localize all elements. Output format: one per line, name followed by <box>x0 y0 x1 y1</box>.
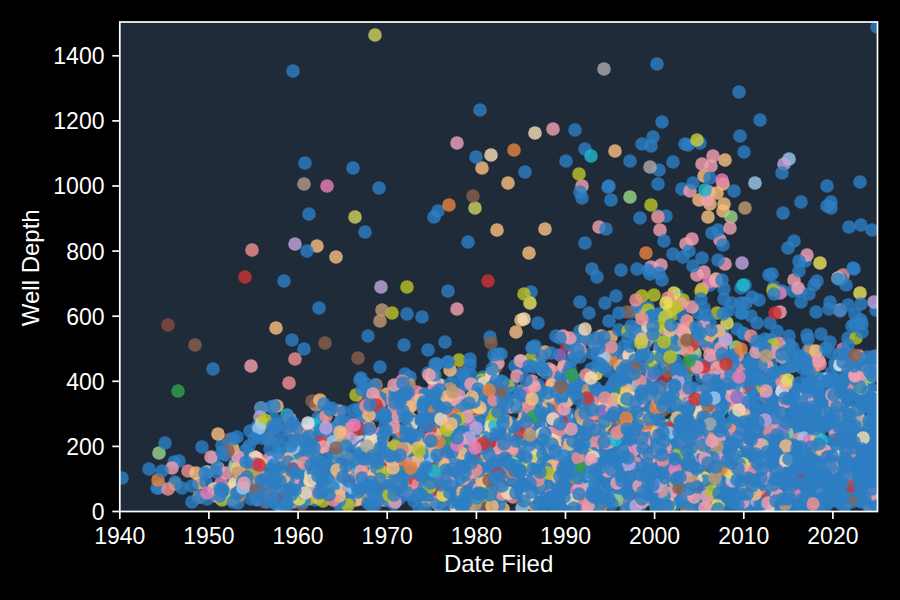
svg-text:2020: 2020 <box>807 523 858 549</box>
svg-text:2000: 2000 <box>629 523 680 549</box>
svg-text:400: 400 <box>66 369 104 395</box>
svg-text:Date Filed: Date Filed <box>444 550 553 577</box>
svg-text:1980: 1980 <box>451 523 502 549</box>
svg-text:1400: 1400 <box>53 43 104 69</box>
svg-text:1990: 1990 <box>540 523 591 549</box>
svg-text:0: 0 <box>92 499 105 525</box>
svg-text:600: 600 <box>66 304 104 330</box>
svg-text:1200: 1200 <box>53 108 104 134</box>
svg-text:Well Depth: Well Depth <box>17 209 44 326</box>
svg-text:2010: 2010 <box>718 523 769 549</box>
svg-text:1960: 1960 <box>273 523 324 549</box>
svg-text:800: 800 <box>66 239 104 265</box>
svg-text:1950: 1950 <box>183 523 234 549</box>
svg-text:200: 200 <box>66 434 104 460</box>
svg-text:1970: 1970 <box>362 523 413 549</box>
svg-text:1000: 1000 <box>53 173 104 199</box>
svg-text:1940: 1940 <box>94 523 145 549</box>
